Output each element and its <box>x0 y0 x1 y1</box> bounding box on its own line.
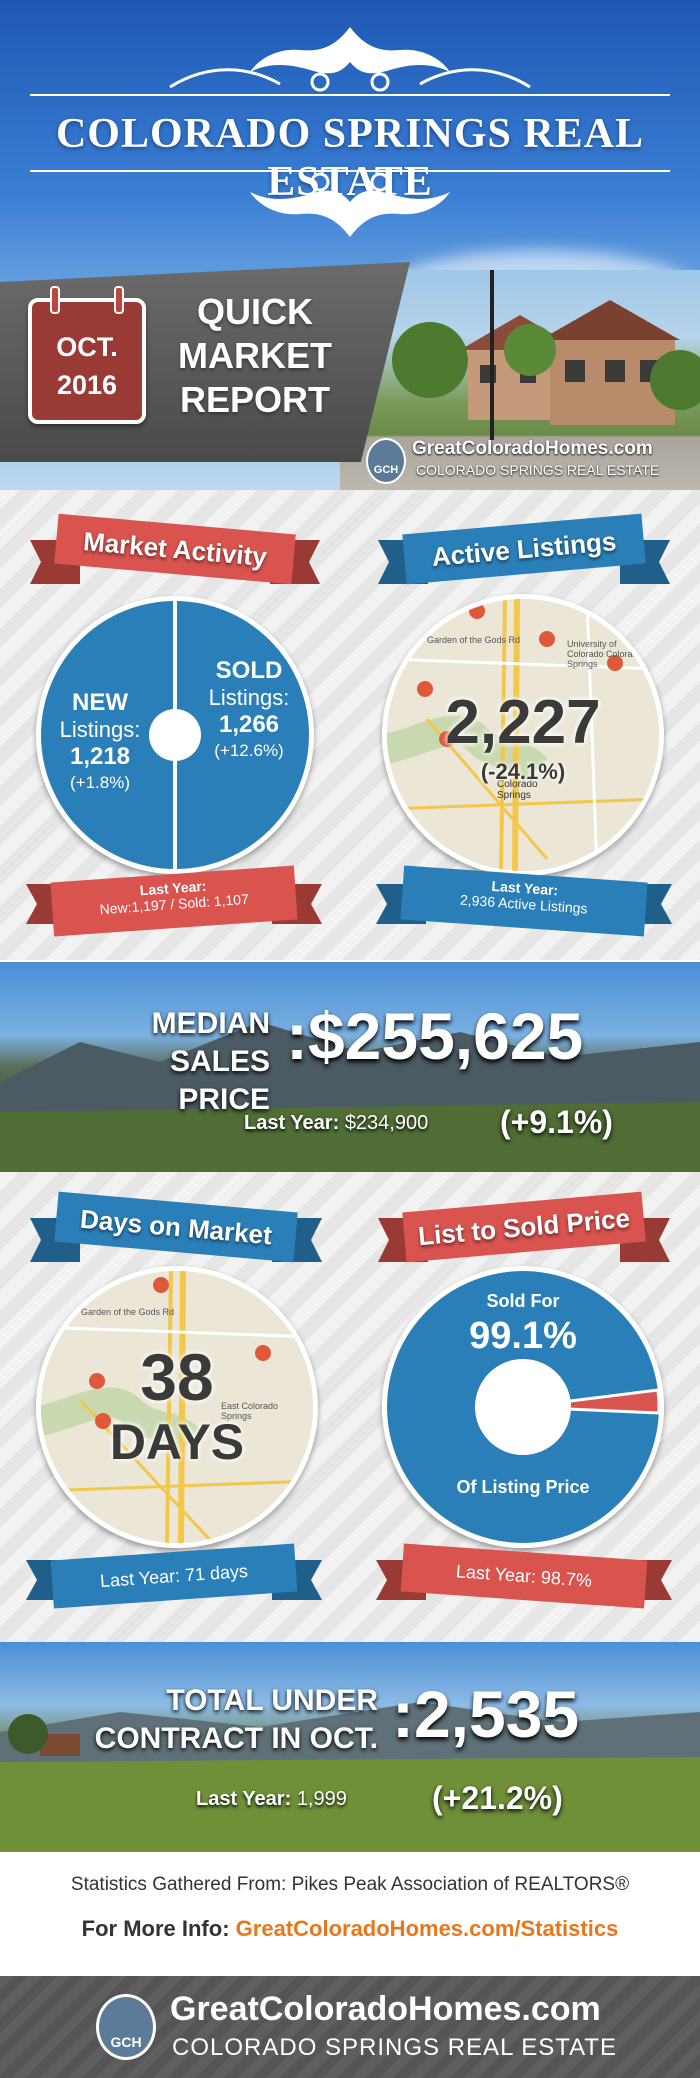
page-title: COLORADO SPRINGS REAL ESTATE <box>55 111 645 205</box>
new-heading: NEW <box>72 689 128 716</box>
pie-value: 99.1% <box>469 1315 577 1357</box>
title-rule-bottom <box>30 170 670 172</box>
days-unit: DAYS <box>109 1414 245 1470</box>
median-last-year-label: Last Year: <box>244 1112 340 1134</box>
calendar-ring-right <box>114 286 124 314</box>
days-on-market-map: Garden of the Gods Rd East Colorado Spri… <box>36 1266 318 1548</box>
under-contract-last-year-label: Last Year: <box>196 1788 292 1810</box>
under-contract-line2: CONTRACT IN OCT. <box>94 1722 378 1755</box>
logo-name: GreatColoradoHomes.com <box>412 438 653 459</box>
median-change: (+9.1%) <box>500 1104 613 1140</box>
median-value: :$255,625 <box>286 999 584 1073</box>
sold-value: 1,266 <box>218 711 280 738</box>
ribbon-list-to-sold: List to Sold Price <box>378 1191 670 1264</box>
header-section: COLORADO SPRINGS REAL ESTATE OCT. 2016 Q… <box>0 0 700 490</box>
sold-heading: SOLD <box>215 657 283 684</box>
ribbon-label: Market Activity <box>54 513 296 585</box>
under-contract-change: (+21.2%) <box>432 1780 563 1816</box>
map-illustration <box>387 599 659 871</box>
ribbon-body: Last Year: 98.7% <box>400 1543 648 1609</box>
days-value: 38 <box>140 1340 214 1414</box>
active-listings-change: (-24.1%) <box>480 759 566 784</box>
calendar-year: 2016 <box>56 370 118 400</box>
ribbon-body: Last Year: 2,936 Active Listings <box>400 865 648 937</box>
active-listings-value: 2,227 <box>445 688 601 757</box>
ribbon-sold-last-year: Last Year: 98.7% <box>376 1543 672 1610</box>
report-title: QUICK MARKET REPORT <box>160 290 350 422</box>
map-label-garden: Garden of the Gods Rd <box>427 635 521 645</box>
pie-bottom-label: Of Listing Price <box>456 1477 590 1497</box>
new-listings-block: NEW Listings: 1,218 (+1.8%) <box>45 689 155 793</box>
more-info: For More Info: GreatColoradoHomes.com/St… <box>0 1916 700 1942</box>
active-listings-map: Garden of the Gods Rd University of Colo… <box>382 594 664 876</box>
ribbon-days-on-market: Days on Market <box>30 1191 322 1264</box>
median-label: MEDIAN SALES PRICE <box>90 1005 270 1119</box>
ribbon-days-last-year: Last Year: 71 days <box>26 1543 322 1610</box>
median-last-year: Last Year: $234,900 <box>244 1112 428 1135</box>
ribbon-label: Active Listings <box>402 513 646 585</box>
more-info-link[interactable]: GreatColoradoHomes.com/Statistics <box>235 1916 619 1941</box>
calendar-month: OCT. <box>56 332 118 362</box>
ribbon-body: Last Year: 71 days <box>50 1543 298 1609</box>
circle-center-dot <box>149 709 201 761</box>
new-value: 1,218 <box>69 743 131 770</box>
median-label-line1: MEDIAN <box>151 1007 270 1040</box>
under-contract-last-year-value: 1,999 <box>296 1788 347 1810</box>
houses-photo <box>340 270 700 490</box>
pie-hole <box>475 1359 571 1455</box>
report-title-text: QUICK MARKET REPORT <box>178 291 332 420</box>
list-to-sold-pie: Sold For 99.1% Of Listing Price <box>382 1266 664 1548</box>
map-illustration <box>41 1271 313 1543</box>
new-sub: Listings: <box>59 717 141 742</box>
under-contract-line1: TOTAL UNDER <box>166 1684 378 1717</box>
pie-chart <box>387 1271 659 1543</box>
ribbon-label: Days on Market <box>54 1191 298 1263</box>
ribbon-body: Last Year: New:1,197 / Sold: 1,107 <box>50 865 298 937</box>
new-change: (+1.8%) <box>70 773 130 792</box>
market-activity-circle: NEW Listings: 1,218 (+1.8%) SOLD Listing… <box>36 596 314 874</box>
footer-logo-tagline: COLORADO SPRINGS REAL ESTATE <box>172 2034 617 2061</box>
header-logo: GCH GreatColoradoHomes.com COLORADO SPRI… <box>366 436 696 488</box>
title-rule-top <box>30 94 670 96</box>
calendar-ring-left <box>50 286 60 314</box>
median-section <box>0 962 700 1172</box>
sold-change: (+12.6%) <box>214 741 284 760</box>
sold-sub: Listings: <box>208 685 290 710</box>
ribbon-active-last-year: Last Year: 2,936 Active Listings <box>376 865 672 937</box>
mountain-illustration <box>0 1022 700 1172</box>
under-contract-value: :2,535 <box>392 1677 580 1751</box>
under-contract-section <box>0 1642 700 1852</box>
ribbon-active-listings: Active Listings <box>378 513 670 586</box>
footer-bar: GCH GreatColoradoHomes.com COLORADO SPRI… <box>0 1976 700 2078</box>
logo-badge: GCH <box>366 438 406 484</box>
ornament-bottom-icon <box>250 172 450 237</box>
ribbon-market-last-year: Last Year: New:1,197 / Sold: 1,107 <box>26 865 322 937</box>
under-contract-last-year: Last Year: 1,999 <box>196 1788 347 1811</box>
ribbon-market-activity: Market Activity <box>30 513 320 586</box>
stats-source: Statistics Gathered From: Pikes Peak Ass… <box>70 1874 630 1895</box>
map-label-springs: Colorado Springs <box>497 779 538 801</box>
more-info-label: For More Info: <box>81 1916 230 1941</box>
sold-listings-block: SOLD Listings: 1,266 (+12.6%) <box>193 657 305 761</box>
footer-info: Statistics Gathered From: Pikes Peak Ass… <box>0 1852 700 1976</box>
map-label-university: University of Colorado Colorado Springs <box>567 639 643 669</box>
houses-illustration <box>392 270 700 440</box>
under-contract-label: TOTAL UNDER CONTRACT IN OCT. <box>60 1682 378 1758</box>
calendar-icon: OCT. 2016 <box>28 286 146 424</box>
ribbon-label: List to Sold Price <box>402 1191 646 1263</box>
map-label-east: East Colorado Springs <box>221 1401 279 1421</box>
map-label-garden: Garden of the Gods Rd <box>81 1307 175 1317</box>
median-label-line2: SALES PRICE <box>169 1045 270 1116</box>
meadow-illustration <box>0 1702 700 1852</box>
pie-top-label: Sold For <box>486 1291 560 1311</box>
footer-logo-badge: GCH <box>96 1994 156 2060</box>
median-last-year-value: $234,900 <box>344 1112 429 1134</box>
footer-logo-name: GreatColoradoHomes.com <box>170 1990 601 2028</box>
logo-tagline: COLORADO SPRINGS REAL ESTATE <box>416 462 660 478</box>
ornament-top-icon <box>169 27 531 92</box>
